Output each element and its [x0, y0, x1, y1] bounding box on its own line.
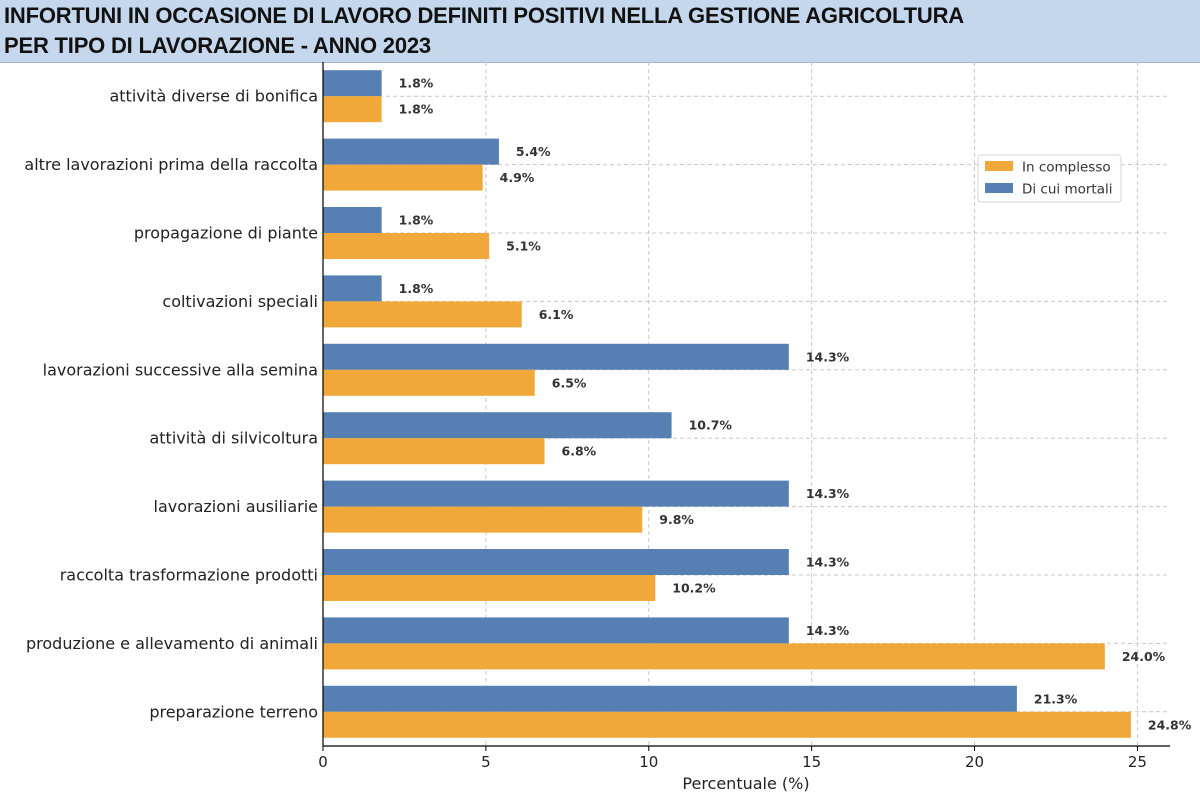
bar-in-complesso: [323, 575, 656, 601]
legend-box: [977, 154, 1122, 203]
x-tick-label: 15: [802, 753, 821, 771]
value-label-in-complesso: 5.1%: [506, 239, 541, 254]
value-labels: 1.8% 1.8% 5.4% 4.9% 1.8% 5.1% 1.8% 6.1% 14.3% 6.5…: [399, 76, 1192, 733]
bar-di-cui-mortali: [323, 549, 789, 575]
value-label-di-cui-mortali: 5.4%: [516, 144, 551, 159]
value-label-di-cui-mortali: 14.3%: [806, 486, 850, 501]
value-label-di-cui-mortali: 10.7%: [689, 418, 733, 433]
legend-swatch-di-cui-mortali: [985, 183, 1013, 193]
value-label-in-complesso: 1.8%: [399, 102, 434, 117]
value-label-di-cui-mortali: 1.8%: [399, 76, 434, 91]
value-label-in-complesso: 9.8%: [659, 512, 694, 527]
value-label-di-cui-mortali: 14.3%: [806, 555, 850, 570]
legend: In complesso Di cui mortali: [977, 154, 1122, 203]
value-label-di-cui-mortali: 1.8%: [399, 281, 434, 296]
category-label: raccolta trasformazione prodotti: [60, 566, 318, 585]
value-label-in-complesso: 6.1%: [539, 307, 574, 322]
bar-di-cui-mortali: [323, 617, 789, 644]
legend-label-di-cui-mortali: Di cui mortali: [1022, 182, 1113, 198]
bar-di-cui-mortali: [323, 138, 499, 165]
bars: [323, 70, 1131, 738]
bar-in-complesso: [323, 506, 643, 533]
value-label-di-cui-mortali: 14.3%: [806, 623, 850, 638]
axes: [322, 62, 1170, 747]
legend-label-in-complesso: In complesso: [1022, 160, 1111, 176]
category-label: attività di silvicoltura: [149, 429, 318, 448]
value-label-di-cui-mortali: 14.3%: [806, 349, 850, 364]
x-tick-label: 5: [481, 753, 491, 771]
bar-di-cui-mortali: [323, 70, 382, 97]
x-tick-label: 0: [318, 753, 328, 771]
category-label: propagazione di piante: [134, 224, 318, 243]
x-tick-label: 25: [1128, 753, 1147, 771]
x-tick-label: 20: [965, 753, 984, 771]
category-label: lavorazioni ausiliarie: [154, 497, 318, 516]
value-label-in-complesso: 6.8%: [562, 444, 597, 459]
bar-in-complesso: [323, 711, 1131, 738]
value-label-di-cui-mortali: 21.3%: [1034, 691, 1078, 706]
bar-in-complesso: [323, 233, 490, 259]
value-label-di-cui-mortali: 1.8%: [399, 213, 434, 228]
category-label: preparazione terreno: [149, 702, 318, 721]
category-label: produzione e allevamento di animali: [26, 634, 318, 653]
chart-title-line-2: PER TIPO DI LAVORAZIONE - ANNO 2023: [4, 33, 431, 58]
title-band: INFORTUNI IN OCCASIONE DI LAVORO DEFINIT…: [0, 0, 1200, 63]
value-label-in-complesso: 4.9%: [500, 170, 535, 185]
bar-di-cui-mortali: [323, 343, 789, 370]
chart-title-line-1: INFORTUNI IN OCCASIONE DI LAVORO DEFINIT…: [4, 3, 964, 28]
value-label-in-complesso: 10.2%: [672, 581, 716, 596]
bar-di-cui-mortali: [323, 685, 1017, 712]
x-axis-title: Percentuale (%): [682, 774, 809, 793]
bar-in-complesso: [323, 369, 535, 396]
value-label-in-complesso: 24.8%: [1148, 717, 1192, 732]
bar-in-complesso: [323, 438, 545, 465]
value-label-in-complesso: 6.5%: [552, 375, 587, 390]
bar-di-cui-mortali: [323, 275, 382, 302]
bar-in-complesso: [323, 164, 483, 191]
bar-di-cui-mortali: [323, 480, 789, 507]
value-label-in-complesso: 24.0%: [1122, 649, 1166, 664]
legend-swatch-in-complesso: [985, 161, 1013, 171]
bar-di-cui-mortali: [323, 412, 672, 439]
bar-in-complesso: [323, 643, 1105, 670]
x-ticks: 0 5 10 15 20 25: [318, 746, 1147, 771]
x-tick-label: 10: [639, 753, 658, 771]
bar-in-complesso: [323, 301, 522, 328]
category-labels: attività diverse di bonifica altre lavora…: [24, 87, 318, 722]
category-label: coltivazioni speciali: [162, 292, 318, 311]
category-label: attività diverse di bonifica: [109, 87, 318, 106]
category-label: altre lavorazioni prima della raccolta: [24, 155, 318, 174]
category-label: lavorazioni successive alla semina: [43, 360, 318, 379]
bar-in-complesso: [323, 96, 382, 123]
bar-di-cui-mortali: [323, 207, 382, 233]
